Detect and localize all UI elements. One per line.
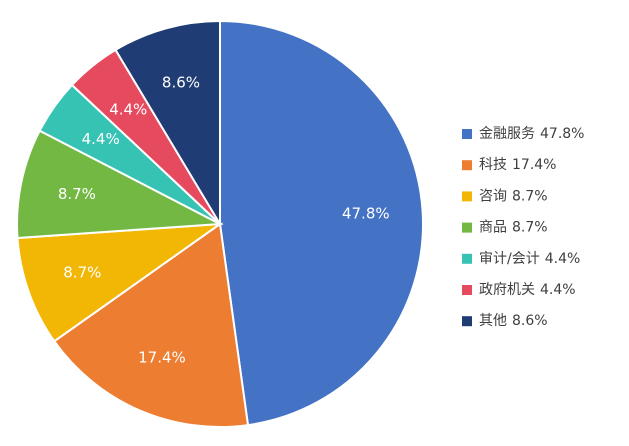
legend-name: 金融服务 — [479, 126, 535, 142]
legend-swatch — [462, 129, 472, 139]
legend-label: 科技 17.4% — [479, 157, 556, 173]
legend-value: 8.7% — [512, 188, 548, 204]
data-label: 4.4% — [82, 130, 120, 148]
legend-value: 17.4% — [512, 157, 556, 173]
legend-swatch — [462, 222, 472, 233]
legend-name: 商品 — [479, 220, 507, 236]
legend-swatch — [462, 285, 472, 295]
data-label: 8.7% — [63, 264, 101, 282]
legend-swatch — [462, 316, 472, 327]
pie-slice — [52, 222, 250, 428]
pie-slice — [114, 19, 221, 228]
data-label: 17.4% — [138, 349, 186, 367]
legend-name: 政府机关 — [479, 282, 535, 298]
data-label: 8.6% — [162, 74, 200, 92]
legend-label: 商品 8.7% — [479, 220, 548, 236]
legend-value: 8.7% — [512, 220, 548, 236]
legend-value: 47.8% — [540, 126, 584, 142]
pie-slice — [16, 129, 224, 240]
legend-value: 8.6% — [512, 313, 548, 329]
data-label: 8.7% — [58, 185, 96, 203]
legend-swatch — [462, 160, 472, 171]
data-label: 4.4% — [109, 101, 147, 119]
legend-name: 科技 — [479, 157, 507, 173]
legend-name: 审计/会计 — [479, 251, 540, 267]
pie-slice — [219, 19, 424, 427]
legend-swatch — [462, 191, 472, 202]
legend-value: 4.4% — [545, 251, 581, 267]
legend-label: 金融服务 47.8% — [479, 126, 584, 142]
legend-label: 咨询 8.7% — [479, 188, 548, 204]
legend-name: 其他 — [479, 313, 507, 329]
legend-label: 其他 8.6% — [479, 313, 548, 329]
legend-label: 政府机关 4.4% — [479, 282, 576, 298]
legend-value: 4.4% — [540, 282, 576, 298]
legend-swatch — [462, 253, 472, 264]
legend-name: 咨询 — [479, 188, 507, 204]
legend-label: 审计/会计 4.4% — [479, 251, 580, 267]
data-label: 47.8% — [342, 204, 390, 222]
pie-slice — [16, 222, 224, 343]
